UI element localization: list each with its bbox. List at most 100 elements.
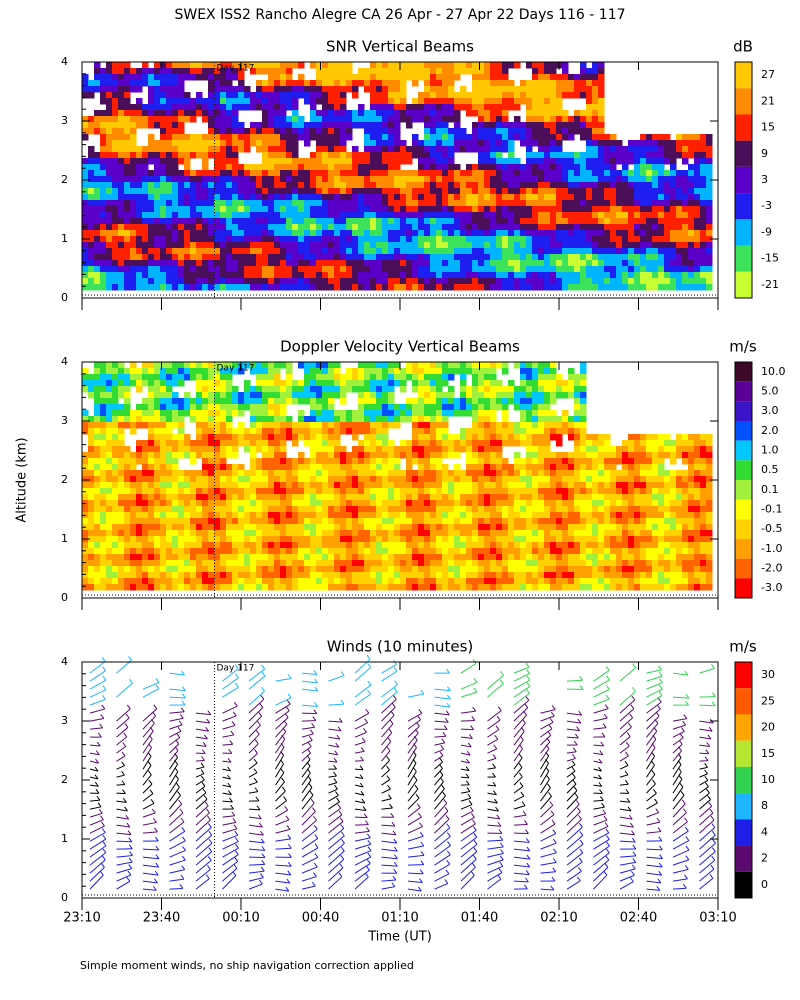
field-cell [94, 416, 101, 423]
field-cell [190, 470, 197, 477]
field-cell [268, 128, 275, 135]
field-cell [568, 158, 575, 165]
field-cell [388, 248, 395, 255]
field-cell [568, 200, 575, 207]
field-cell [706, 242, 713, 249]
field-cell [340, 128, 347, 135]
field-cell [262, 140, 269, 147]
field-cell [214, 440, 221, 447]
field-cell [556, 164, 563, 171]
field-cell [238, 134, 245, 141]
field-cell [640, 248, 647, 255]
field-cell [676, 170, 683, 177]
field-cell [292, 464, 299, 471]
field-cell [502, 266, 509, 273]
field-cell [640, 200, 647, 207]
field-cell [160, 572, 167, 579]
field-cell [388, 218, 395, 225]
field-cell [136, 116, 143, 123]
field-cell [460, 212, 467, 219]
field-cell [274, 488, 281, 495]
field-cell [238, 122, 245, 129]
field-cell [262, 506, 269, 513]
field-cell [520, 200, 527, 207]
field-cell [286, 104, 293, 111]
y-tick-label: 3 [61, 114, 68, 127]
field-cell [142, 206, 149, 213]
field-cell [358, 266, 365, 273]
field-cell [526, 182, 533, 189]
field-cell [580, 122, 587, 129]
field-cell [508, 62, 515, 69]
field-cell [130, 134, 137, 141]
field-cell [562, 86, 569, 93]
field-cell [202, 476, 209, 483]
field-cell [358, 230, 365, 237]
field-cell [100, 182, 107, 189]
field-cell [460, 140, 467, 147]
field-cell [496, 272, 503, 279]
field-cell [694, 200, 701, 207]
field-cell [616, 260, 623, 267]
field-cell [154, 488, 161, 495]
field-cell [352, 74, 359, 81]
field-cell [232, 248, 239, 255]
field-cell [244, 578, 251, 585]
field-cell [622, 236, 629, 243]
field-cell [238, 554, 245, 561]
field-cell [244, 392, 251, 399]
field-cell [532, 236, 539, 243]
field-cell [178, 446, 185, 453]
field-cell [322, 200, 329, 207]
field-cell [268, 488, 275, 495]
field-cell [394, 134, 401, 141]
field-cell [154, 542, 161, 549]
field-cell [550, 104, 557, 111]
field-cell [442, 170, 449, 177]
field-cell [424, 182, 431, 189]
field-cell [334, 146, 341, 153]
field-cell [622, 206, 629, 213]
field-cell [412, 140, 419, 147]
field-cell [256, 92, 263, 99]
field-cell [88, 80, 95, 87]
field-cell [112, 548, 119, 555]
field-cell [676, 146, 683, 153]
field-cell [226, 164, 233, 171]
field-cell [148, 140, 155, 147]
field-cell [232, 278, 239, 285]
field-cell [214, 452, 221, 459]
field-cell [694, 242, 701, 249]
field-cell [664, 224, 671, 231]
field-cell [580, 230, 587, 237]
field-cell [508, 224, 515, 231]
field-cell [478, 62, 485, 69]
field-cell [262, 398, 269, 405]
field-cell [280, 224, 287, 231]
field-cell [190, 254, 197, 261]
field-cell [394, 68, 401, 75]
field-cell [496, 164, 503, 171]
field-cell [496, 122, 503, 129]
field-cell [520, 230, 527, 237]
field-cell [184, 500, 191, 507]
field-cell [496, 266, 503, 273]
field-cell [598, 266, 605, 273]
field-cell [496, 92, 503, 99]
field-cell [160, 434, 167, 441]
field-cell [568, 152, 575, 159]
field-cell [430, 152, 437, 159]
field-cell [286, 92, 293, 99]
field-cell [454, 170, 461, 177]
field-cell [112, 452, 119, 459]
field-cell [226, 230, 233, 237]
field-cell [682, 236, 689, 243]
field-cell [148, 158, 155, 165]
field-cell [124, 122, 131, 129]
field-cell [208, 566, 215, 573]
field-cell [394, 86, 401, 93]
field-cell [172, 458, 179, 465]
field-cell [424, 218, 431, 225]
field-cell [280, 98, 287, 105]
field-cell [172, 494, 179, 501]
